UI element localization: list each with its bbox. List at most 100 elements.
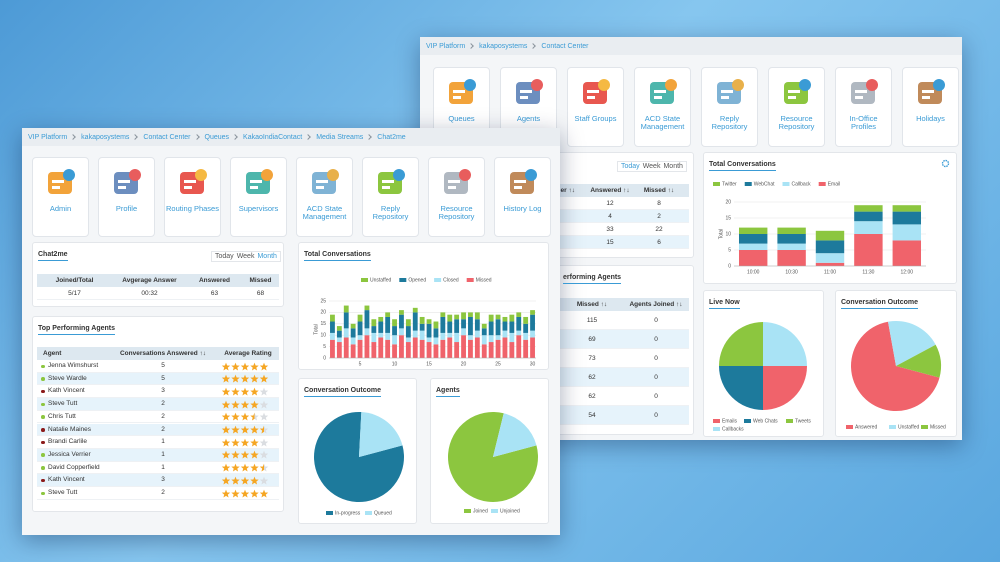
breadcrumb-separator <box>468 43 475 49</box>
period-option[interactable]: Today <box>621 163 640 170</box>
nav-tile[interactable]: Supervisors <box>230 157 287 237</box>
bar-segment <box>530 337 535 358</box>
settings-icon[interactable] <box>941 159 950 168</box>
bar-segment <box>405 326 411 338</box>
bar-segment <box>495 314 501 320</box>
rating-star <box>259 438 269 447</box>
bar-segment <box>474 337 480 358</box>
pie-slice <box>719 366 763 410</box>
y-tick-label: 10 <box>725 231 731 237</box>
bar-segment <box>433 328 439 338</box>
rating-star <box>250 400 259 409</box>
icon-detail <box>184 180 196 183</box>
breadcrumb-link[interactable]: KakaoIndiaContact <box>243 133 303 141</box>
bar-segment <box>433 344 439 358</box>
period-option[interactable]: Today <box>215 253 234 260</box>
period-option[interactable]: Month <box>663 163 683 170</box>
breadcrumb-separator <box>366 134 373 140</box>
bar-segment <box>343 328 349 338</box>
legend-swatch <box>744 419 751 423</box>
legend-swatch <box>713 427 720 431</box>
bar-segment <box>419 339 425 358</box>
bar-segment <box>454 342 460 358</box>
nav-tile[interactable]: Resource Repository <box>428 157 485 237</box>
breadcrumb: VIP Platform kakaposystems Contact Center <box>420 37 962 55</box>
icon-detail <box>382 180 394 183</box>
bar-segment <box>378 337 384 358</box>
period-option[interactable]: Month <box>257 253 277 260</box>
bar-segment <box>364 328 370 336</box>
period-option[interactable]: Week <box>236 253 255 260</box>
period-option[interactable]: Week <box>642 163 661 170</box>
icon-detail <box>788 96 796 99</box>
rating-star <box>240 374 250 383</box>
rating-star <box>240 425 250 434</box>
breadcrumb-link[interactable]: kakaposystems <box>81 133 130 141</box>
nav-tile[interactable]: Routing Phases <box>164 157 221 237</box>
icon-detail <box>316 186 324 189</box>
bar-segment <box>509 321 515 333</box>
tile-label: Reply Repository <box>711 114 748 131</box>
bar-segment <box>815 240 845 254</box>
icon-detail <box>118 180 130 183</box>
breadcrumb-link[interactable]: Queues <box>204 133 230 141</box>
pie-slice <box>763 366 807 410</box>
breadcrumb-link[interactable]: Media Streams <box>316 133 364 141</box>
status-dot <box>41 389 45 394</box>
agent-name: Kath Vincent <box>48 387 85 395</box>
bar-segment <box>523 323 529 333</box>
icon-detail <box>855 90 867 93</box>
breadcrumb-link[interactable]: kakaposystems <box>479 42 528 50</box>
panel-title: Agents <box>436 387 460 397</box>
icon-detail <box>721 90 733 93</box>
agent-name: Chris Tutt <box>48 412 76 420</box>
table-cell: 63 <box>210 290 219 297</box>
bar-segment <box>815 230 845 241</box>
table-cell: 62 <box>588 393 596 400</box>
bar-segment <box>461 319 466 329</box>
nav-tile[interactable]: Reply Repository <box>362 157 419 237</box>
bar-segment <box>892 205 922 212</box>
table-row: David Copperfield 1 <box>37 462 279 475</box>
bar-segment <box>777 243 806 250</box>
bar-segment <box>336 326 342 331</box>
nav-tile[interactable]: Admin <box>32 157 89 237</box>
tile-label: Admin <box>49 204 72 213</box>
icon-detail <box>52 186 60 189</box>
breadcrumb-separator <box>530 43 537 49</box>
bar-segment <box>392 319 397 327</box>
icon-accent <box>933 79 945 91</box>
bar-segment <box>509 314 515 322</box>
bar-segment <box>405 337 411 343</box>
breadcrumb-link[interactable]: VIP Platform <box>28 133 68 141</box>
bar-segment <box>502 321 508 331</box>
rating-stars <box>221 476 269 485</box>
nav-tile[interactable]: Staff Groups <box>567 67 624 147</box>
bar-segment <box>468 316 473 336</box>
nav-tile[interactable]: In-Office Profiles <box>835 67 892 147</box>
nav-tile[interactable]: ACD State Management <box>634 67 691 147</box>
bar-segment <box>433 337 439 345</box>
x-tick-label: 20 <box>461 361 467 367</box>
breadcrumb-link[interactable]: Chat2me <box>377 133 406 141</box>
rating-star <box>259 476 269 485</box>
nav-tile[interactable]: Holidays <box>902 67 959 147</box>
nav-tile[interactable]: History Log <box>494 157 551 237</box>
breadcrumb-link[interactable]: VIP Platform <box>426 42 466 50</box>
nav-tile[interactable]: ACD State Management <box>296 157 353 237</box>
breadcrumb-link[interactable]: Contact Center <box>541 42 589 50</box>
agent-name: Jessica Verrier <box>48 450 91 458</box>
icon-detail <box>118 186 126 189</box>
bar-segment <box>502 330 508 338</box>
breadcrumb-link[interactable]: Contact Center <box>143 133 191 141</box>
pie-chart: Joined Unjoined <box>448 412 538 514</box>
legend-label: Email <box>828 181 841 187</box>
nav-tile[interactable]: Resource Repository <box>768 67 825 147</box>
bar-segment <box>447 321 453 333</box>
breadcrumb-separator <box>232 134 238 140</box>
rating-star <box>240 412 250 421</box>
icon-detail <box>514 186 522 189</box>
nav-tile[interactable]: Reply Repository <box>701 67 758 147</box>
legend-label: Emails <box>722 418 738 424</box>
nav-tile[interactable]: Profile <box>98 157 155 237</box>
